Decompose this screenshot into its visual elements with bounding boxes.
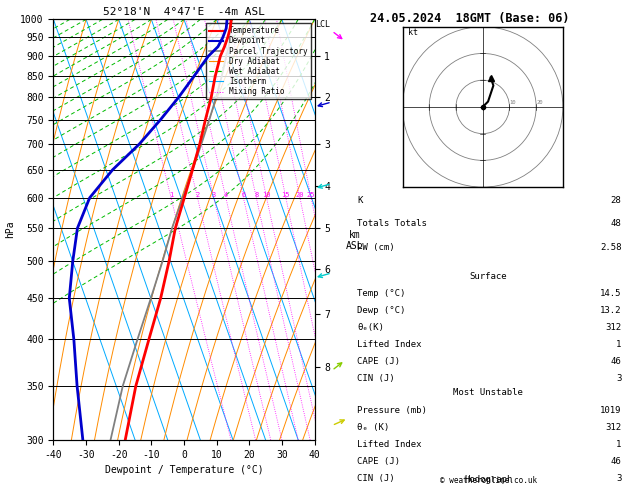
Text: 10: 10 — [509, 100, 516, 105]
Text: 312: 312 — [605, 323, 621, 332]
Text: CAPE (J): CAPE (J) — [357, 357, 400, 366]
Text: Hodograph: Hodograph — [464, 475, 513, 485]
Text: θₑ (K): θₑ (K) — [357, 423, 389, 432]
Text: Temp (°C): Temp (°C) — [357, 289, 406, 298]
Text: Most Unstable: Most Unstable — [454, 388, 523, 398]
Text: CIN (J): CIN (J) — [357, 474, 395, 483]
Text: LCL: LCL — [316, 20, 330, 29]
Text: 8: 8 — [254, 192, 259, 198]
Text: Totals Totals: Totals Totals — [357, 219, 427, 228]
Text: CIN (J): CIN (J) — [357, 374, 395, 383]
Text: 25: 25 — [307, 192, 315, 198]
Text: 1: 1 — [169, 192, 173, 198]
X-axis label: Dewpoint / Temperature (°C): Dewpoint / Temperature (°C) — [104, 465, 264, 475]
Text: θₑ(K): θₑ(K) — [357, 323, 384, 332]
Text: K: K — [357, 196, 363, 205]
Text: CAPE (J): CAPE (J) — [357, 457, 400, 466]
Text: © weatheronline.co.uk: © weatheronline.co.uk — [440, 476, 537, 485]
Text: Surface: Surface — [470, 272, 507, 281]
Text: 20: 20 — [536, 100, 543, 105]
Text: 312: 312 — [605, 423, 621, 432]
Text: Lifted Index: Lifted Index — [357, 440, 422, 449]
Text: 1: 1 — [616, 340, 621, 349]
Text: 2.58: 2.58 — [600, 243, 621, 252]
Text: 46: 46 — [611, 357, 621, 366]
Text: 10: 10 — [262, 192, 271, 198]
Text: kt: kt — [408, 28, 418, 37]
Text: 24.05.2024  18GMT (Base: 06): 24.05.2024 18GMT (Base: 06) — [370, 12, 570, 25]
Text: 3: 3 — [616, 374, 621, 383]
Text: Pressure (mb): Pressure (mb) — [357, 406, 427, 415]
Text: 14.5: 14.5 — [600, 289, 621, 298]
Text: 3: 3 — [212, 192, 216, 198]
Text: 15: 15 — [282, 192, 290, 198]
Legend: Temperature, Dewpoint, Parcel Trajectory, Dry Adiabat, Wet Adiabat, Isotherm, Mi: Temperature, Dewpoint, Parcel Trajectory… — [206, 23, 311, 99]
Text: 1: 1 — [616, 440, 621, 449]
Text: 6: 6 — [242, 192, 245, 198]
Title: 52°18'N  4°47'E  -4m ASL: 52°18'N 4°47'E -4m ASL — [103, 7, 265, 17]
Text: 28: 28 — [611, 196, 621, 205]
Text: 48: 48 — [611, 219, 621, 228]
Text: 1019: 1019 — [600, 406, 621, 415]
Text: PW (cm): PW (cm) — [357, 243, 395, 252]
Text: Dewp (°C): Dewp (°C) — [357, 306, 406, 315]
Text: 2: 2 — [196, 192, 199, 198]
Text: 20: 20 — [296, 192, 304, 198]
Y-axis label: hPa: hPa — [4, 221, 14, 239]
Text: Lifted Index: Lifted Index — [357, 340, 422, 349]
Text: 13.2: 13.2 — [600, 306, 621, 315]
Text: 46: 46 — [611, 457, 621, 466]
Text: 3: 3 — [616, 474, 621, 483]
Text: 4: 4 — [224, 192, 228, 198]
Y-axis label: km
ASL: km ASL — [347, 230, 364, 251]
